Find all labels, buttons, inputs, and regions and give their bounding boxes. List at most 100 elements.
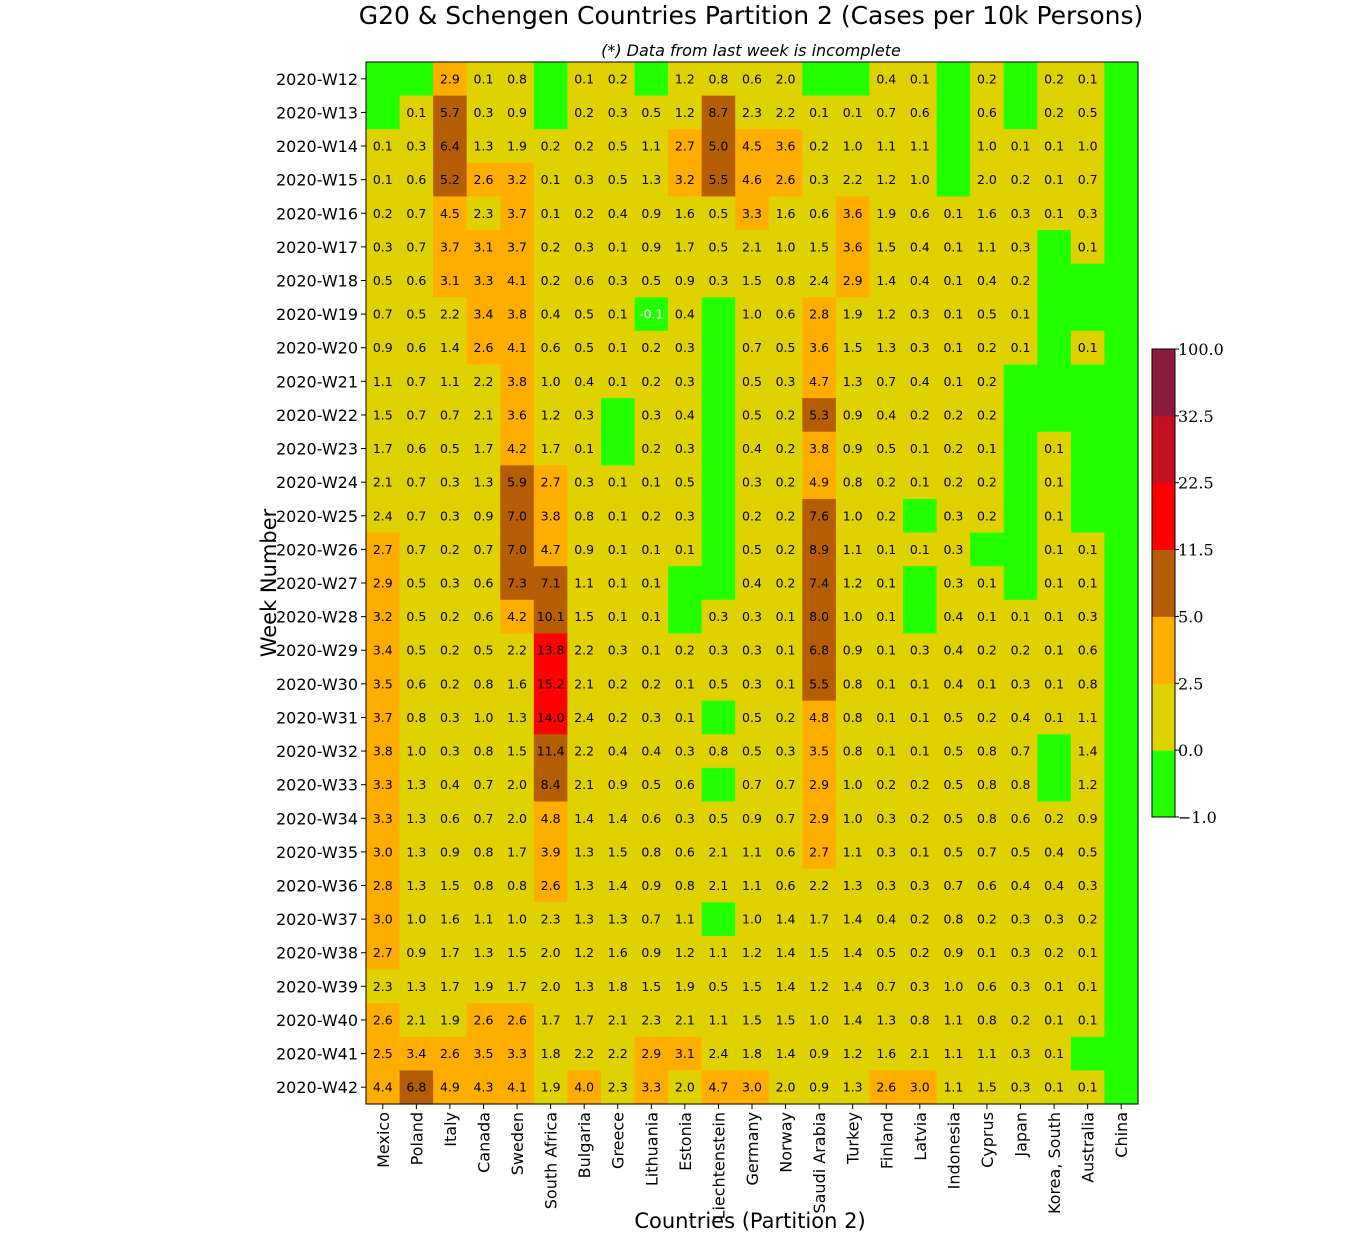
cell-value-label: 0.6 xyxy=(406,273,426,288)
cell-value-label: 0.2 xyxy=(1011,643,1031,658)
cell-value-label: 1.2 xyxy=(843,1046,863,1061)
cell-value-label: 2.2 xyxy=(574,744,594,759)
heatmap-cell xyxy=(634,969,669,1004)
cell-value-label: 1.3 xyxy=(843,1080,863,1095)
cell-value-label: 0.4 xyxy=(943,643,963,658)
cell-value-label: 0.2 xyxy=(776,576,796,591)
cell-value-label: 0.5 xyxy=(406,576,426,591)
y-axis-label: Week Number xyxy=(257,508,281,657)
cell-value-label: 0.1 xyxy=(977,441,997,456)
heatmap-cell xyxy=(735,935,770,971)
heatmap-cell xyxy=(1104,431,1139,466)
heatmap-cell xyxy=(1037,1036,1072,1071)
cell-value-label: 7.0 xyxy=(507,508,527,523)
cell-value-label: 0.1 xyxy=(1078,71,1098,86)
cell-value-label: 3.0 xyxy=(910,1080,930,1095)
cell-value-label: 0.7 xyxy=(440,407,460,422)
cell-value-label: 0.6 xyxy=(1078,643,1098,658)
cell-value-label: 0.1 xyxy=(876,744,896,759)
heatmap-cell xyxy=(399,297,434,332)
colorbar-tick-label: 2.5 xyxy=(1178,674,1203,693)
heatmap-cell xyxy=(668,431,703,466)
cell-value-label: 1.7 xyxy=(574,1012,594,1027)
heatmap-cell xyxy=(768,330,803,366)
heatmap-cell xyxy=(600,700,636,735)
heatmap-cell xyxy=(600,902,636,937)
heatmap-cell xyxy=(634,263,669,298)
cell-value-label: 2.5 xyxy=(373,1046,393,1061)
heatmap-cell xyxy=(399,230,434,265)
heatmap-cell xyxy=(466,364,501,399)
colorbar-tick-label: 5.0 xyxy=(1178,607,1203,626)
cell-value-label: 7.1 xyxy=(541,576,561,591)
heatmap-cell xyxy=(735,633,770,668)
cell-value-label: 3.0 xyxy=(373,912,393,927)
heatmap-cell xyxy=(466,330,501,366)
cell-value-label: 0.3 xyxy=(1011,676,1031,691)
cell-value-label: 1.1 xyxy=(641,139,661,154)
y-tick-label: 2020-W17 xyxy=(276,238,358,257)
heatmap-cell xyxy=(366,599,401,635)
cell-value-label: 0.3 xyxy=(641,407,661,422)
heatmap-cell xyxy=(366,566,401,601)
heatmap-cell xyxy=(567,868,602,903)
cell-value-label: 0.3 xyxy=(776,744,796,759)
heatmap-cell xyxy=(500,667,535,702)
heatmap-cell xyxy=(835,465,871,500)
cell-value-label: 0.1 xyxy=(641,475,661,490)
heatmap-cell xyxy=(634,431,669,466)
cell-value-label: 1.1 xyxy=(440,374,460,389)
cell-value-label: 0.3 xyxy=(943,576,963,591)
x-tick-label: Bulgaria xyxy=(575,1112,594,1178)
cell-value-label: 0.3 xyxy=(373,239,393,254)
heatmap-cell xyxy=(970,498,1005,534)
cell-value-label: 2.1 xyxy=(574,777,594,792)
heatmap-cell xyxy=(936,801,971,836)
heatmap-cell xyxy=(1037,835,1072,870)
heatmap-cell xyxy=(433,1036,468,1071)
cell-value-label: 2.7 xyxy=(373,945,393,960)
heatmap-cell xyxy=(701,263,736,298)
x-tick-label: Cyprus xyxy=(978,1112,997,1168)
heatmap-cell xyxy=(366,498,401,534)
cell-value-label: 2.0 xyxy=(507,811,527,826)
cell-value-label: 1.7 xyxy=(507,844,527,859)
heatmap-cell xyxy=(366,62,401,97)
heatmap-cell xyxy=(903,498,938,534)
cell-value-label: 1.0 xyxy=(843,508,863,523)
cell-value-label: 1.0 xyxy=(474,710,494,725)
heatmap-cell xyxy=(768,835,803,870)
heatmap-cell xyxy=(466,801,501,836)
y-tick-label: 2020-W36 xyxy=(276,877,358,896)
heatmap-cell xyxy=(634,935,669,971)
cell-value-label: 0.1 xyxy=(876,676,896,691)
cell-value-label: 0.4 xyxy=(608,744,628,759)
heatmap-cell xyxy=(1003,230,1038,265)
cell-value-label: 0.1 xyxy=(910,441,930,456)
heatmap-cell xyxy=(835,935,871,971)
cell-value-label: 0.5 xyxy=(1078,844,1098,859)
heatmap-cell xyxy=(1003,196,1038,231)
cell-value-label: 0.4 xyxy=(641,744,661,759)
heatmap-cell xyxy=(869,566,904,601)
cell-value-label: 1.2 xyxy=(541,407,561,422)
cell-value-label: 1.4 xyxy=(440,340,460,355)
cell-value-label: 7.3 xyxy=(507,576,527,591)
cell-value-label: 0.1 xyxy=(641,643,661,658)
cell-value-label: 0.1 xyxy=(943,239,963,254)
cell-value-label: 0.4 xyxy=(675,307,695,322)
cell-value-label: 0.7 xyxy=(1011,744,1031,759)
heatmap-cell xyxy=(366,835,401,870)
heatmap-cell xyxy=(500,835,535,870)
heatmap-cell xyxy=(634,532,669,567)
heatmap-cell xyxy=(399,902,434,937)
heatmap-cell xyxy=(936,969,971,1004)
heatmap-cell xyxy=(466,599,501,635)
heatmap-cell xyxy=(668,465,703,500)
cell-value-label: 0.7 xyxy=(876,374,896,389)
heatmap-cell xyxy=(735,465,770,500)
cell-value-label: 0.6 xyxy=(910,206,930,221)
cell-value-label: 0.1 xyxy=(574,71,594,86)
heatmap-cell xyxy=(366,667,401,702)
heatmap-cell xyxy=(869,465,904,500)
